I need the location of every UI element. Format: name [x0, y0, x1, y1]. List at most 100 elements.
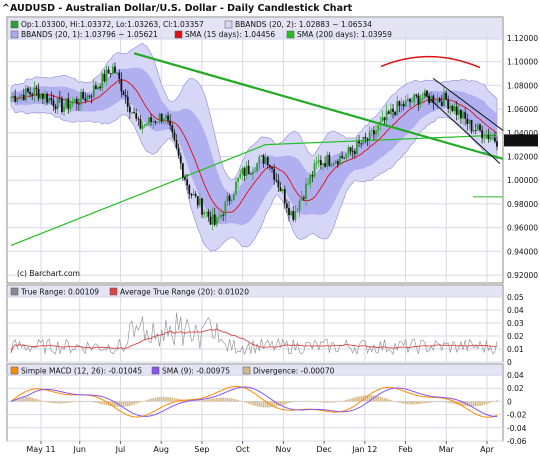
candle-body	[409, 98, 411, 102]
candle-body	[273, 168, 276, 180]
candle-body	[111, 66, 114, 75]
divergence-bar	[199, 400, 201, 402]
divergence-bar	[292, 401, 295, 403]
divergence-bar	[400, 401, 403, 404]
divergence-bar	[129, 401, 131, 406]
divergence-bar	[163, 396, 165, 402]
candle-body	[218, 217, 220, 219]
average-true-range-line	[10, 328, 498, 353]
candle-body	[37, 89, 40, 99]
candle-body	[249, 173, 252, 175]
candle-body	[150, 117, 152, 122]
divergence-bar	[351, 398, 354, 402]
candle-body	[243, 168, 246, 176]
candle-body	[173, 132, 176, 140]
divergence-bar	[73, 401, 76, 403]
candle-body	[213, 214, 216, 225]
divergence-bar	[470, 401, 473, 407]
divergence-bar	[105, 401, 108, 406]
candle-body	[158, 113, 161, 123]
candle-body	[48, 98, 51, 103]
divergence-bar	[368, 395, 371, 402]
divergence-bar	[349, 398, 352, 402]
candle-body	[258, 156, 261, 163]
candle-body	[99, 86, 102, 89]
candle-body	[171, 125, 174, 133]
divergence-bar	[441, 401, 443, 403]
candle-body	[186, 179, 189, 186]
candle-body	[285, 203, 288, 208]
divergence-bar	[48, 401, 51, 403]
divergence-bar	[84, 401, 87, 402]
candle-body	[143, 124, 146, 127]
candle-body	[383, 117, 386, 121]
y-tick-label: 1.10000	[507, 58, 538, 67]
divergence-bar	[16, 399, 19, 402]
candle-body	[92, 85, 95, 97]
legend-swatch	[10, 30, 19, 39]
divergence-bar	[14, 399, 17, 402]
last-price-label: 1.03357	[506, 136, 537, 145]
divergence-bar	[307, 400, 309, 402]
divergence-bar	[131, 401, 133, 406]
y-tick-label: 1.08000	[507, 81, 538, 90]
divergence-bar	[243, 401, 246, 403]
divergence-bar	[39, 400, 42, 402]
candle-body	[326, 154, 329, 167]
candle-body	[165, 115, 167, 119]
divergence-bar	[462, 401, 464, 406]
candle-body	[281, 189, 284, 192]
divergence-bar	[396, 401, 399, 403]
candle-body	[94, 85, 97, 90]
candle-body	[411, 101, 414, 103]
candle-body	[421, 97, 424, 100]
candle-body	[84, 98, 87, 101]
divergence-bar	[273, 401, 275, 407]
candle-body	[479, 124, 481, 131]
candle-body	[103, 73, 106, 82]
x-tick-label: Jul	[115, 445, 126, 454]
candle-body	[152, 121, 155, 122]
divergence-bar	[31, 397, 34, 402]
divergence-bar	[296, 401, 299, 402]
candle-body	[434, 102, 437, 104]
divergence-bar	[114, 401, 116, 407]
candle-body	[139, 119, 142, 129]
candle-body	[328, 154, 331, 166]
divergence-bar	[235, 399, 237, 402]
divergence-bar	[103, 401, 106, 405]
divergence-bar	[474, 401, 477, 407]
candle-body	[215, 217, 218, 225]
divergence-bar	[22, 397, 25, 402]
candle-body	[481, 130, 484, 139]
divergence-bar	[436, 401, 439, 402]
y-tick-label: 0.96000	[507, 224, 538, 233]
candle-body	[417, 95, 420, 105]
legend-label: BBANDS (20, 2): 1.02883 ~ 1.06534	[235, 20, 372, 29]
candle-body	[220, 214, 223, 218]
candle-body	[396, 101, 399, 115]
divergence-bar	[358, 396, 360, 402]
candle-body	[131, 112, 133, 113]
divergence-bar	[489, 401, 492, 403]
divergence-bar	[362, 395, 365, 402]
divergence-bar	[360, 395, 362, 402]
candle-body	[41, 93, 44, 99]
divergence-bar	[205, 399, 208, 402]
candle-body	[182, 163, 184, 178]
candle-body	[256, 162, 259, 172]
candle-body	[370, 130, 373, 132]
candle-body	[101, 73, 104, 89]
x-tick-label: Mar	[439, 445, 455, 454]
divergence-bar	[487, 401, 490, 404]
divergence-bar	[241, 401, 244, 402]
candle-body	[292, 211, 295, 220]
candle-body	[22, 94, 25, 101]
divergence-bar	[228, 398, 231, 402]
divergence-bar	[379, 396, 382, 402]
candle-body	[205, 211, 208, 213]
true-range-line	[10, 312, 498, 356]
candle-body	[385, 111, 388, 121]
candle-body	[247, 165, 250, 174]
legend-swatch	[10, 20, 19, 29]
